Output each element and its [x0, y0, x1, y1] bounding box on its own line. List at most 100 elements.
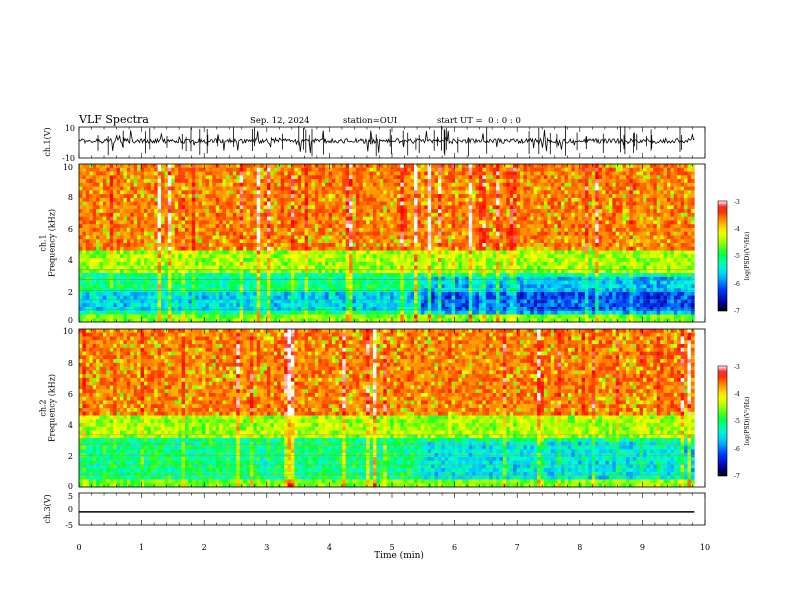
spectrogram-cell [434, 197, 439, 202]
spectrogram-cell [345, 239, 350, 244]
spectrogram-cell [277, 246, 281, 251]
spectrogram-cell [109, 179, 114, 184]
spectrogram-cell [629, 194, 634, 199]
spectrogram-cell [331, 246, 336, 251]
spectrogram-cell [451, 235, 456, 240]
spectrogram-cell [437, 205, 442, 210]
spectrogram-cell [359, 239, 364, 244]
spectrogram-cell [345, 212, 350, 217]
spectrogram-cell [407, 209, 411, 214]
spectrogram-cell [506, 224, 511, 229]
spectrogram-cell [584, 224, 589, 229]
spectrogram-cell [178, 171, 182, 176]
spectrogram-cell [516, 254, 521, 259]
spectrogram-cell [554, 164, 558, 169]
spectrogram-cell [321, 227, 326, 233]
spectrogram-cell [649, 235, 654, 240]
spectrogram-cell [376, 201, 381, 206]
spectrogram-cell [219, 194, 223, 199]
spectrogram-cell [564, 179, 569, 184]
spectrogram-cell [434, 175, 439, 180]
spectrogram-cell [191, 220, 196, 225]
spectrogram-cell [403, 182, 408, 187]
spectrogram-cell [140, 246, 145, 251]
spectrogram-cell [137, 171, 141, 176]
spectrogram-cell [208, 179, 213, 184]
spectrogram-cell [567, 212, 572, 217]
spectrogram-cell [407, 201, 411, 206]
spectrogram-cell [338, 212, 343, 217]
spectrogram-cell [496, 224, 500, 229]
spectrogram-cell [219, 239, 223, 244]
spectrogram-cell [482, 164, 487, 169]
spectrogram-cell [79, 171, 83, 176]
spectrogram-cell [561, 239, 565, 244]
spectrogram-cell [198, 246, 203, 251]
spectrogram-cell [663, 224, 668, 229]
spectrogram-cell [605, 175, 610, 180]
spectrogram-cell [420, 197, 425, 202]
spectrogram-cell [489, 235, 493, 240]
spectrogram-cell [431, 250, 435, 255]
spectrogram-cell [670, 209, 675, 214]
spectrogram-cell [386, 227, 391, 233]
spectrogram-cell [379, 205, 384, 210]
spectrogram-cell [605, 171, 610, 176]
spectrogram-cell [314, 212, 319, 217]
spectrogram-cell [656, 179, 661, 184]
spectrogram-cell [434, 212, 439, 217]
spectrogram-cell [335, 190, 340, 195]
spectrogram-cell [277, 239, 281, 244]
spectrogram-cell [232, 182, 237, 187]
spectrogram-cell [161, 182, 165, 187]
spectrogram-cell [253, 179, 258, 184]
spectrogram-cell [584, 164, 589, 169]
spectrogram-cell [602, 224, 606, 229]
spectrogram-cell [143, 227, 148, 233]
spectrogram-cell [304, 201, 309, 206]
spectrogram-cell [383, 231, 387, 236]
spectrogram-cell [417, 212, 422, 217]
spectrogram-cell [99, 182, 104, 187]
spectrogram-cell [229, 250, 234, 255]
spectrogram-cell [249, 179, 254, 184]
spectrogram-cell [85, 239, 90, 244]
spectrogram-cell [338, 179, 343, 184]
spectrogram-cell [653, 182, 658, 187]
spectrogram-cell [236, 231, 240, 236]
spectrogram-cell [116, 194, 121, 199]
spectrogram-cell [140, 205, 145, 210]
spectrogram-cell [393, 205, 398, 210]
spectrogram-cell [284, 246, 288, 251]
spectrogram-cell [150, 175, 155, 180]
spectrogram-cell [232, 190, 237, 195]
spectrogram-cell [314, 201, 319, 206]
spectrogram-cell [133, 179, 138, 184]
spectrogram-cell [653, 239, 658, 244]
spectrogram-cell [403, 186, 408, 191]
spectrogram-cell [226, 212, 230, 217]
spectrogram-cell [663, 167, 668, 172]
spectrogram-cell [523, 186, 528, 191]
spectrogram-cell [102, 250, 107, 255]
spectrogram-cell [331, 190, 336, 195]
spectrogram-cell [571, 254, 576, 259]
spectrogram-cell [407, 224, 411, 229]
spectrogram-cell [667, 243, 671, 248]
spectrogram-cell [195, 186, 199, 191]
spectrogram-cell [400, 220, 405, 225]
spectrogram-cell [390, 212, 394, 217]
spectrogram-cell [403, 201, 408, 206]
spectrogram-cell [667, 224, 671, 229]
spectrogram-cell [150, 231, 155, 236]
spectrogram-cell [82, 186, 87, 191]
spectrogram-cell [89, 227, 93, 233]
spectrogram-cell [557, 209, 562, 214]
spectrogram-cell [407, 246, 411, 251]
spectrogram-cell [349, 224, 353, 229]
spectrogram-cell [615, 175, 620, 180]
spectrogram-cell [198, 254, 203, 259]
spectrogram-cell [444, 216, 449, 221]
spectrogram-cell [461, 243, 466, 248]
spectrogram-cell [106, 220, 111, 225]
